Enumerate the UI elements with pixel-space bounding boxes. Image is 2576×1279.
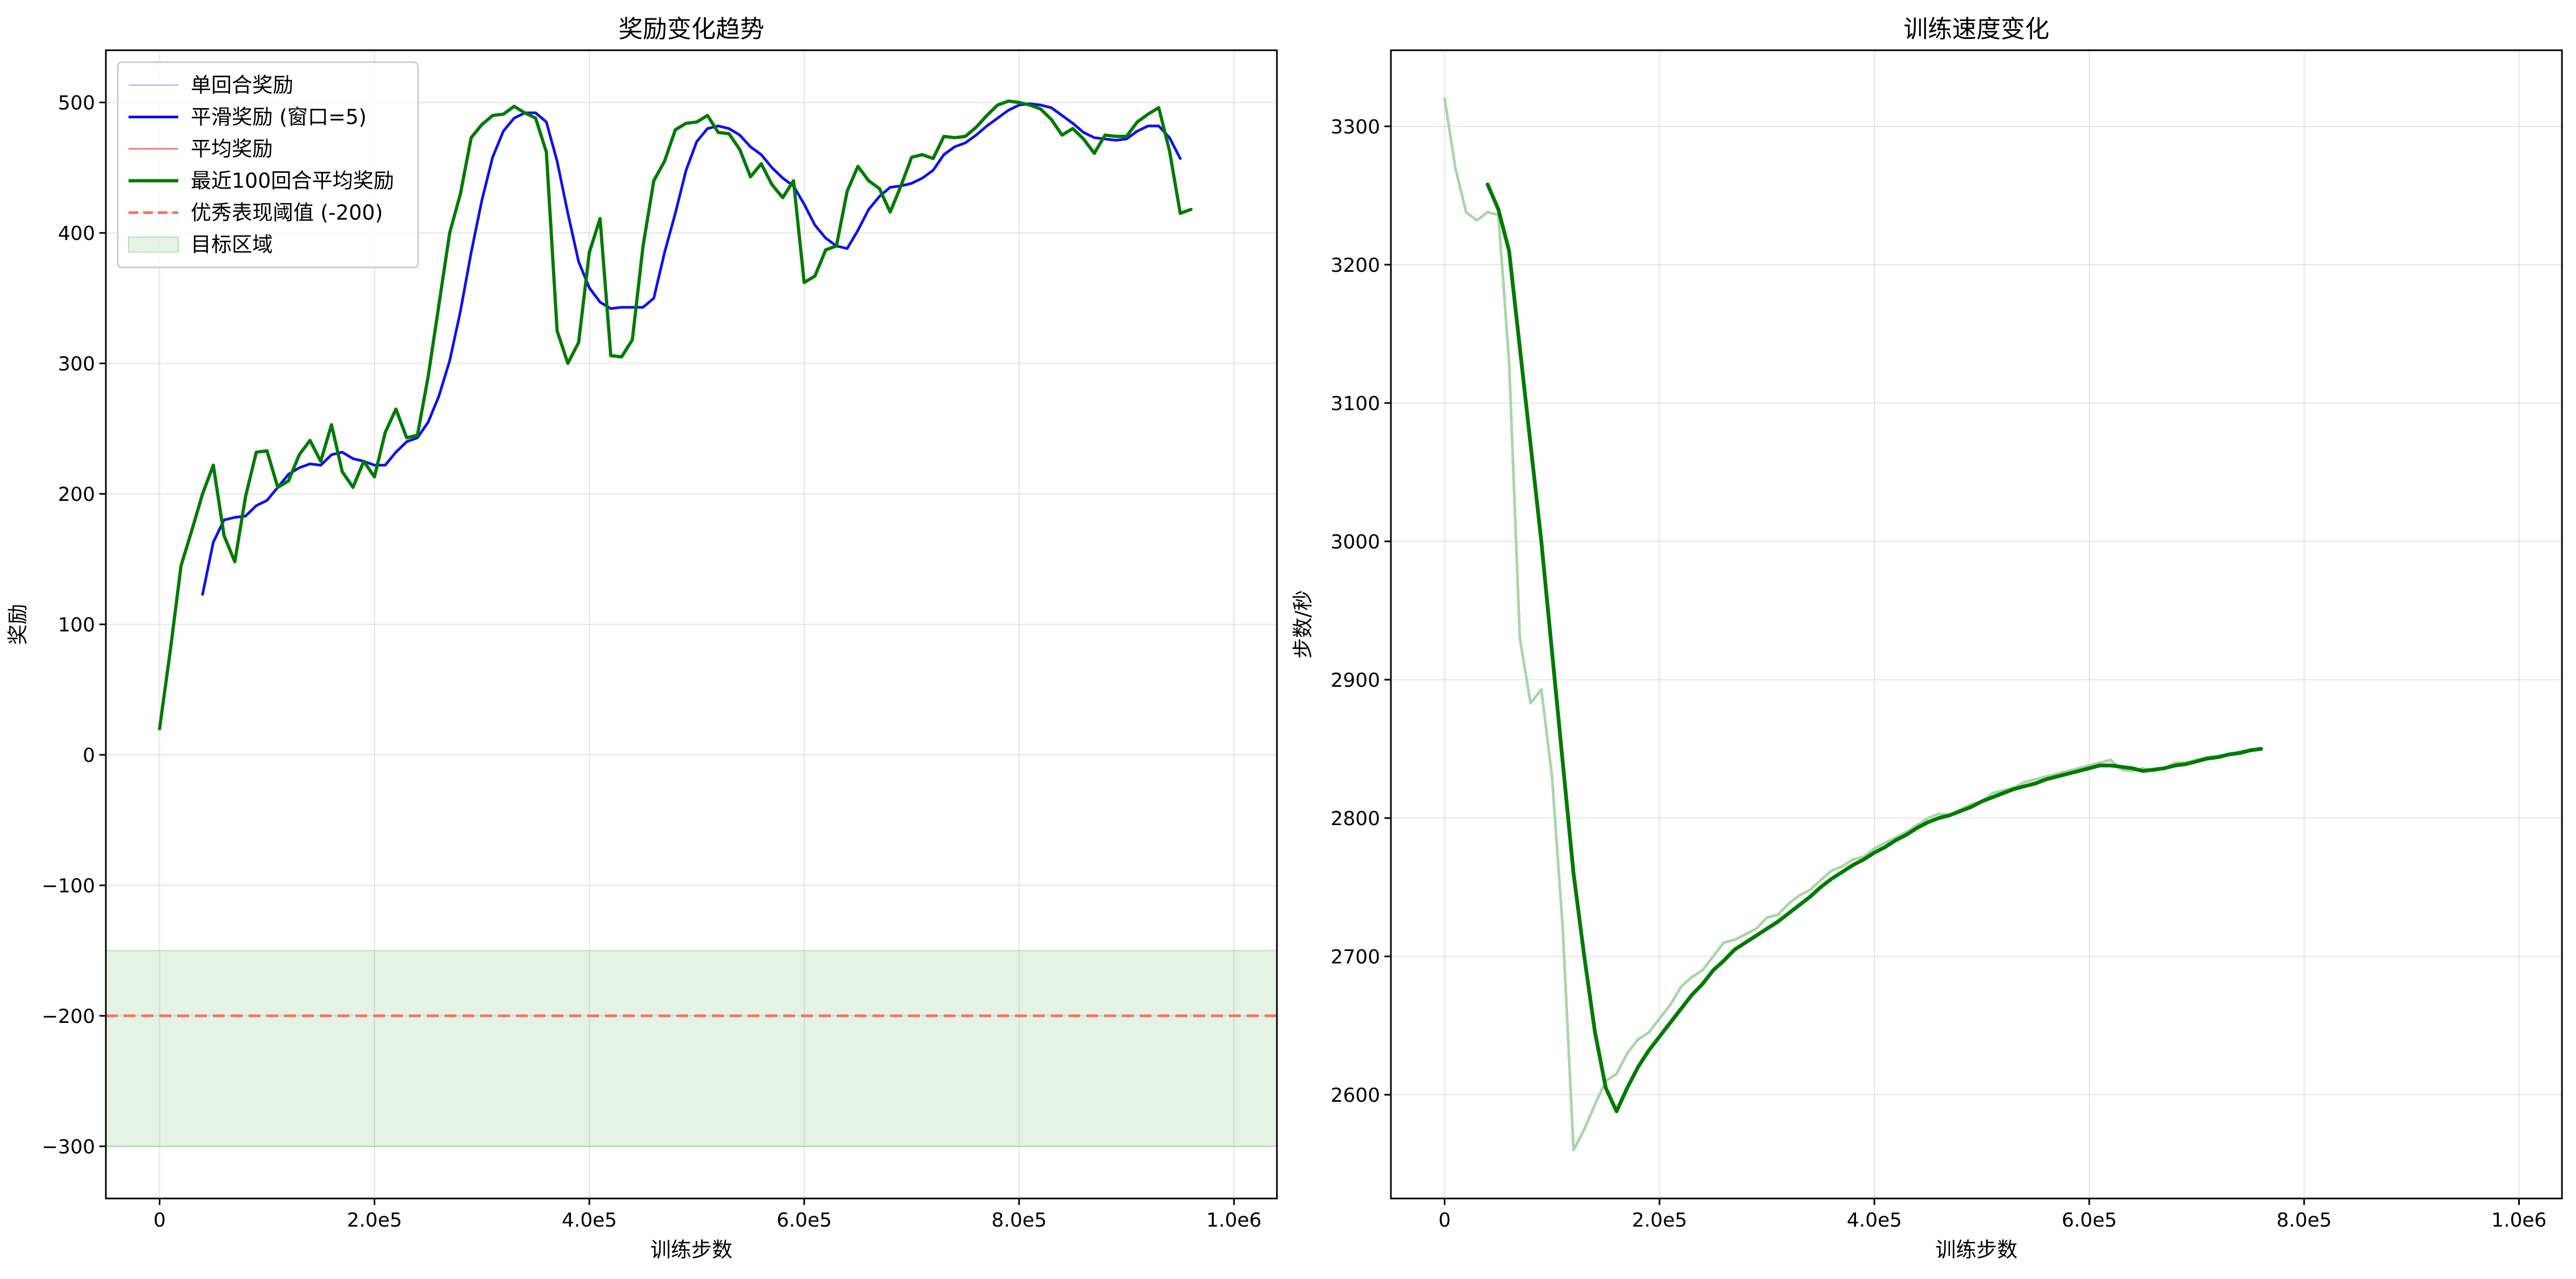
reward-chart-y-tick-label: 400 bbox=[58, 223, 95, 245]
reward-chart-series-line-3 bbox=[158, 99, 1193, 731]
speed-chart-x-tick-label: 4.0e5 bbox=[1847, 1209, 1902, 1231]
legend-label: 目标区域 bbox=[191, 233, 273, 257]
speed-chart-y-tick-label: 3300 bbox=[1330, 116, 1380, 138]
speed-chart-x-tick-label: 2.0e5 bbox=[1632, 1209, 1687, 1231]
legend-label: 优秀表现阈值 (-200) bbox=[191, 201, 383, 225]
reward-chart-series bbox=[158, 99, 1193, 731]
reward-chart-y-tick-label: −300 bbox=[42, 1136, 95, 1158]
reward-chart-y-tick-label: 200 bbox=[58, 484, 95, 506]
legend-label: 最近100回合平均奖励 bbox=[191, 169, 394, 193]
reward-chart-x-tick-label: 6.0e5 bbox=[777, 1209, 832, 1231]
speed-chart-y-tick-label: 3000 bbox=[1330, 531, 1380, 553]
reward-chart-y-tick-label: −200 bbox=[42, 1006, 95, 1028]
reward-chart-grid bbox=[106, 50, 1277, 1198]
reward-chart-x-label: 训练步数 bbox=[650, 1238, 732, 1262]
reward-chart-x-tick-label: 4.0e5 bbox=[562, 1209, 617, 1231]
reward-chart-y-tick-label: 100 bbox=[58, 614, 95, 637]
speed-chart-title: 训练速度变化 bbox=[1904, 15, 2049, 43]
legend-swatch bbox=[128, 236, 179, 253]
reward-chart-title: 奖励变化趋势 bbox=[618, 15, 764, 43]
speed-chart-grid bbox=[1391, 50, 2562, 1198]
speed-chart-y-tick-label: 2900 bbox=[1330, 669, 1380, 692]
target-zone-band bbox=[105, 950, 1277, 1147]
speed-chart-series bbox=[1443, 97, 2263, 1151]
reward-chart-y-tick-label: 500 bbox=[58, 92, 95, 115]
speed-chart-frame bbox=[1390, 49, 2563, 1200]
legend-box bbox=[117, 61, 419, 269]
speed-chart: 0 2.0e5 4.0e5 6.0e5 8.0e5 1.0e6 2600270028002… bbox=[1291, 15, 2563, 1262]
speed-chart-y-tick-label: 3200 bbox=[1330, 255, 1380, 277]
speed-chart-y-tick-label: 2600 bbox=[1330, 1084, 1380, 1107]
speed-chart-x-tick-label: 8.0e5 bbox=[2276, 1209, 2331, 1231]
speed-chart-y-tick-label: 2800 bbox=[1330, 808, 1380, 830]
reward-chart-x-tick-label: 1.0e6 bbox=[1206, 1209, 1261, 1231]
reward-chart-x-ticks: 0 2.0e5 4.0e5 6.0e5 8.0e5 1.0e6 bbox=[153, 1198, 1262, 1231]
legend-label: 单回合奖励 bbox=[191, 73, 293, 97]
speed-chart-y-tick-label: 3100 bbox=[1330, 393, 1380, 415]
reward-chart-y-label: 奖励 bbox=[6, 604, 30, 645]
speed-chart-series-line-1 bbox=[1485, 182, 2263, 1114]
speed-chart-y-label: 步数/秒 bbox=[1291, 590, 1315, 659]
reward-chart: 0 2.0e5 4.0e5 6.0e5 8.0e5 1.0e6 −300 −200 −100 0… bbox=[6, 15, 1278, 1262]
speed-chart-x-ticks: 0 2.0e5 4.0e5 6.0e5 8.0e5 1.0e6 bbox=[1438, 1198, 2547, 1231]
speed-chart-x-tick-label: 6.0e5 bbox=[2062, 1209, 2117, 1231]
speed-chart-y-tick-label: 2700 bbox=[1330, 946, 1380, 968]
legend-label: 平均奖励 bbox=[191, 137, 273, 161]
reward-chart-y-ticks: −300 −200 −100 0 100 200 300 400 500 bbox=[42, 92, 106, 1158]
speed-chart-x-label: 训练步数 bbox=[1935, 1238, 2017, 1262]
speed-chart-x-tick-label: 0 bbox=[1438, 1209, 1451, 1231]
legend-label: 平滑奖励 (窗口=5) bbox=[191, 105, 367, 129]
speed-chart-y-ticks: 2600 2700 2800 2900 3000 3100 3200 3300 bbox=[1330, 116, 1391, 1107]
reward-chart-y-tick-label: 0 bbox=[83, 745, 95, 767]
reward-chart-x-tick-label: 0 bbox=[153, 1209, 166, 1231]
speed-chart-series-line-0 bbox=[1443, 97, 2263, 1151]
speed-chart-x-tick-label: 1.0e6 bbox=[2491, 1209, 2546, 1231]
reward-chart-y-tick-label: 300 bbox=[58, 353, 95, 376]
reward-chart-y-tick-label: −100 bbox=[42, 875, 95, 897]
reward-chart-x-tick-label: 2.0e5 bbox=[347, 1209, 402, 1231]
reward-chart-x-tick-label: 8.0e5 bbox=[991, 1209, 1046, 1231]
